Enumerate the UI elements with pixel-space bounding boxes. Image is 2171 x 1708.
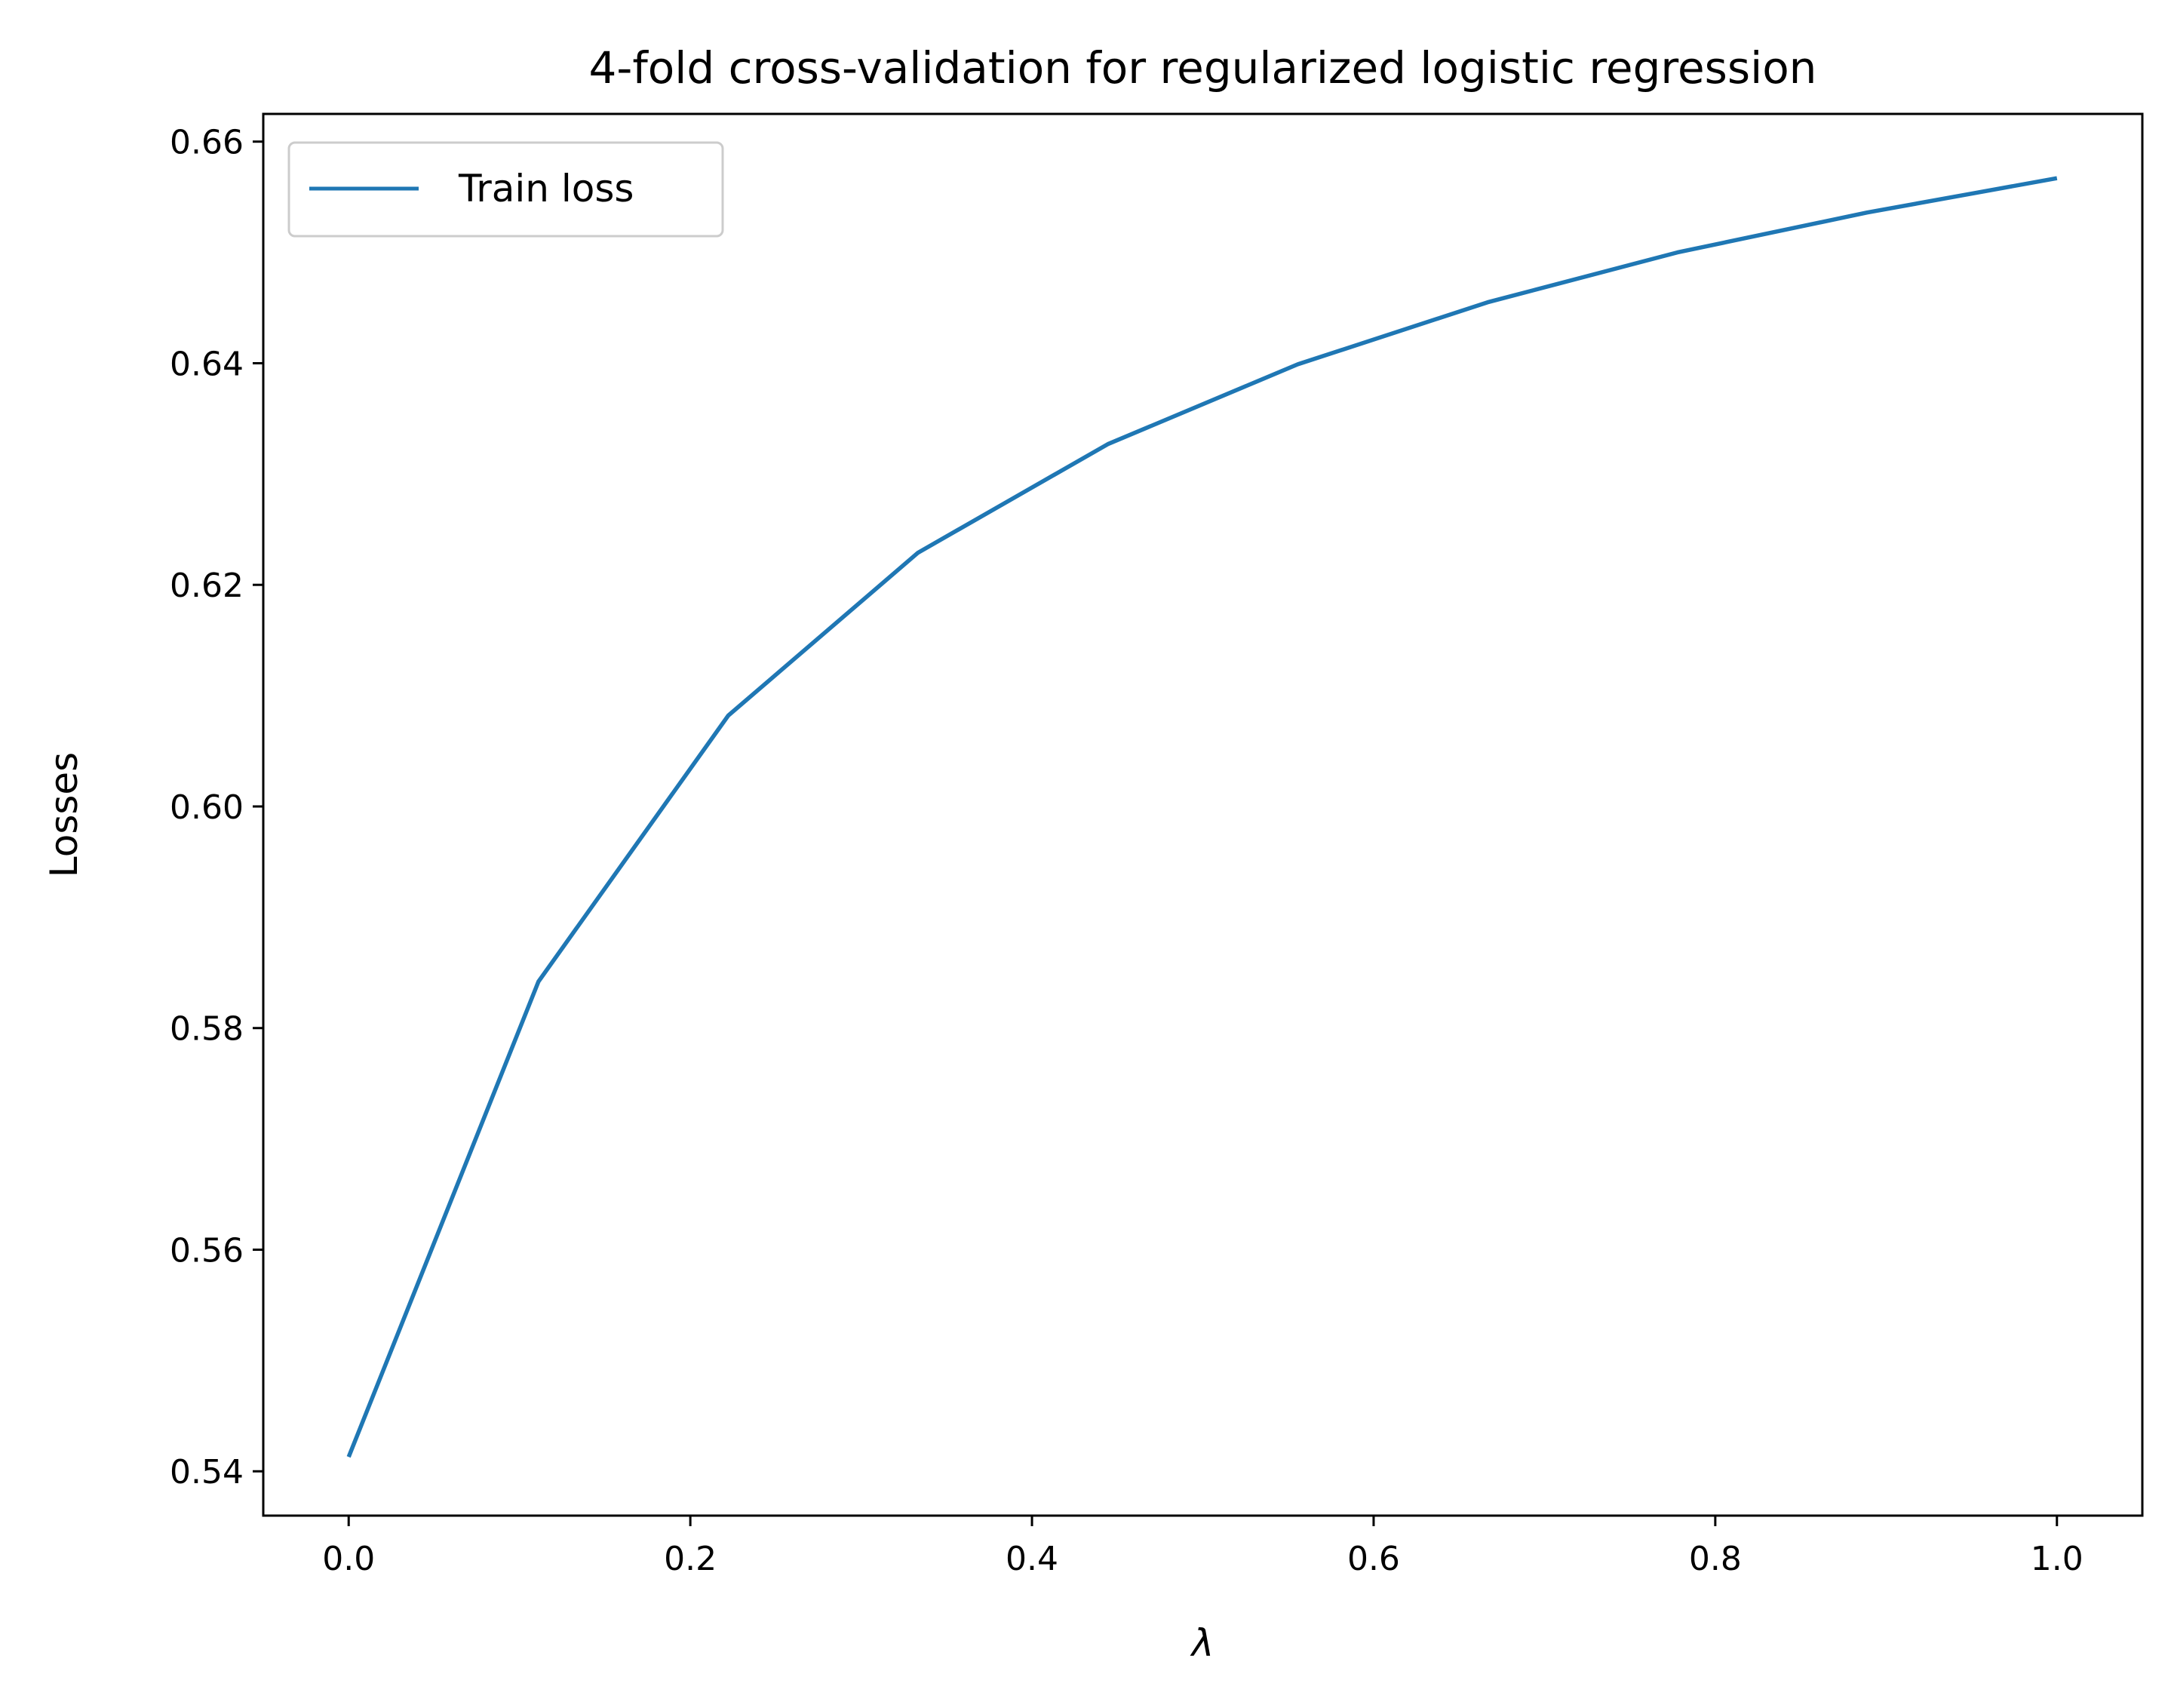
y-tick-label: 0.54 [170, 1453, 244, 1491]
y-tick-label: 0.56 [170, 1231, 244, 1270]
chart-title: 4-fold cross-validation for regularized … [589, 42, 1817, 94]
x-tick-label: 0.8 [1689, 1540, 1742, 1578]
x-tick-label: 0.4 [1006, 1540, 1058, 1578]
y-tick-label: 0.60 [170, 788, 244, 827]
x-tick-label: 0.2 [664, 1540, 717, 1578]
plot-frame [262, 112, 2144, 1517]
y-tick-label: 0.58 [170, 1010, 244, 1049]
x-tick-label: 0.0 [322, 1540, 375, 1578]
y-tick-label: 0.64 [170, 345, 244, 383]
legend-box [287, 141, 724, 238]
x-axis-label: λ [1190, 1621, 1214, 1665]
series-line-train-loss [346, 176, 2058, 1458]
x-tick-label: 0.6 [1347, 1540, 1400, 1578]
axis-ticks: 0.0 0.2 0.4 0.6 0.8 1.0 0.54 0.56 0.58 0.60 0.62 0.… [170, 124, 2083, 1578]
y-axis-label: Losses [42, 752, 86, 877]
x-tick-label: 1.0 [2031, 1540, 2083, 1578]
y-tick-label: 0.66 [170, 124, 244, 162]
legend: Train loss [287, 141, 724, 238]
y-tick-label: 0.62 [170, 567, 244, 605]
series-layer [346, 176, 2058, 1458]
legend-label-train-loss: Train loss [458, 167, 634, 210]
